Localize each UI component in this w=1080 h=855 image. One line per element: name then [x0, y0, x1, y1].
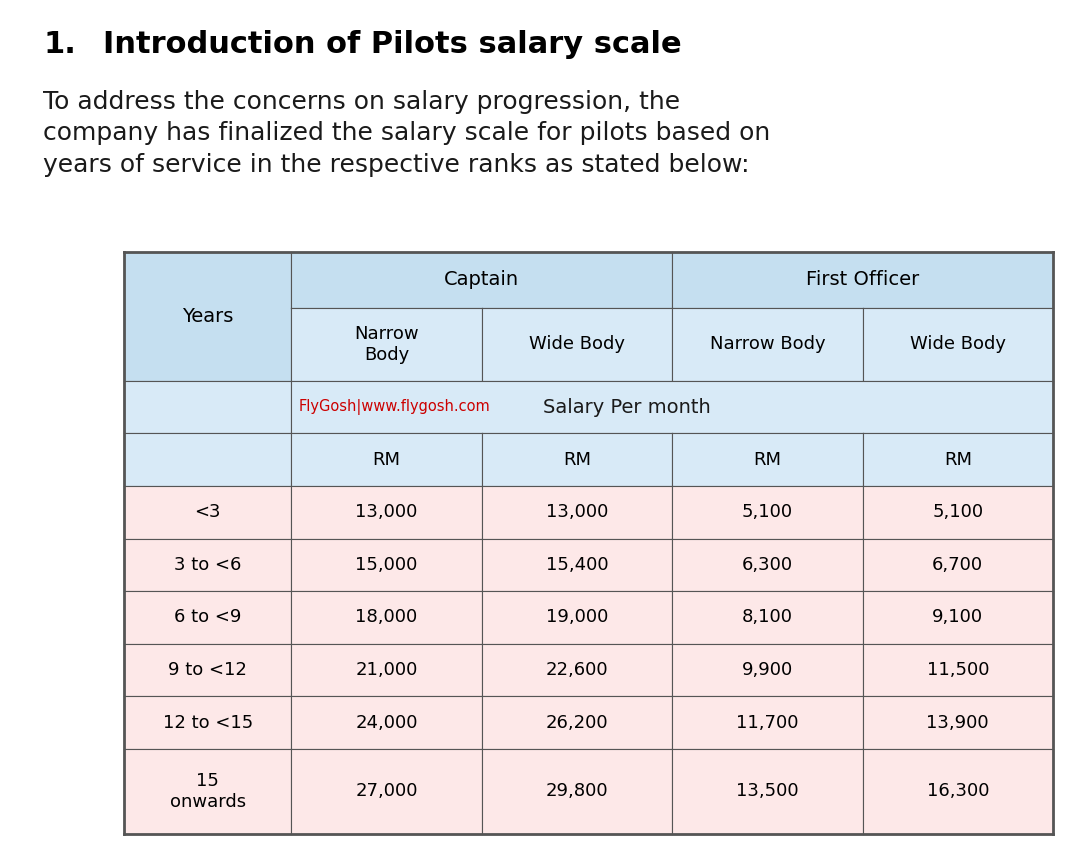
Text: 15,000: 15,000	[355, 556, 418, 574]
Text: 13,000: 13,000	[355, 504, 418, 522]
Text: FlyGosh|www.flygosh.com: FlyGosh|www.flygosh.com	[299, 399, 490, 415]
Text: 5,100: 5,100	[742, 504, 793, 522]
Text: 12 to <15: 12 to <15	[163, 714, 253, 732]
Text: 9,100: 9,100	[932, 609, 984, 627]
Text: 13,500: 13,500	[737, 782, 799, 800]
Text: To address the concerns on salary progression, the
company has finalized the sal: To address the concerns on salary progre…	[43, 90, 770, 177]
Text: 18,000: 18,000	[355, 609, 418, 627]
Text: 9 to <12: 9 to <12	[168, 661, 247, 679]
Text: 15
onwards: 15 onwards	[170, 772, 246, 811]
Text: 8,100: 8,100	[742, 609, 793, 627]
Text: 24,000: 24,000	[355, 714, 418, 732]
Text: Narrow Body: Narrow Body	[710, 335, 825, 353]
Text: <3: <3	[194, 504, 221, 522]
Text: 5,100: 5,100	[932, 504, 984, 522]
Text: 11,500: 11,500	[927, 661, 989, 679]
Text: 22,600: 22,600	[545, 661, 608, 679]
Text: RM: RM	[563, 451, 591, 469]
Text: 26,200: 26,200	[545, 714, 608, 732]
Text: 3 to <6: 3 to <6	[174, 556, 242, 574]
Text: Salary Per month: Salary Per month	[542, 398, 711, 416]
Text: Introduction of Pilots salary scale: Introduction of Pilots salary scale	[103, 30, 681, 59]
Text: 6 to <9: 6 to <9	[174, 609, 242, 627]
Text: 27,000: 27,000	[355, 782, 418, 800]
Text: Captain: Captain	[444, 270, 519, 290]
Text: 29,800: 29,800	[545, 782, 608, 800]
Text: Wide Body: Wide Body	[909, 335, 1005, 353]
Text: 1.: 1.	[43, 30, 76, 59]
Text: 11,700: 11,700	[737, 714, 798, 732]
Text: First Officer: First Officer	[806, 270, 919, 290]
Text: RM: RM	[373, 451, 401, 469]
Text: Years: Years	[183, 307, 233, 326]
Text: Narrow
Body: Narrow Body	[354, 325, 419, 363]
Text: Wide Body: Wide Body	[529, 335, 625, 353]
Text: 6,300: 6,300	[742, 556, 793, 574]
Text: RM: RM	[754, 451, 782, 469]
Text: 13,900: 13,900	[927, 714, 989, 732]
Text: 13,000: 13,000	[545, 504, 608, 522]
Text: 9,900: 9,900	[742, 661, 793, 679]
Text: 16,300: 16,300	[927, 782, 989, 800]
Text: 15,400: 15,400	[545, 556, 608, 574]
Text: RM: RM	[944, 451, 972, 469]
Text: 21,000: 21,000	[355, 661, 418, 679]
Text: 19,000: 19,000	[545, 609, 608, 627]
Text: 6,700: 6,700	[932, 556, 984, 574]
